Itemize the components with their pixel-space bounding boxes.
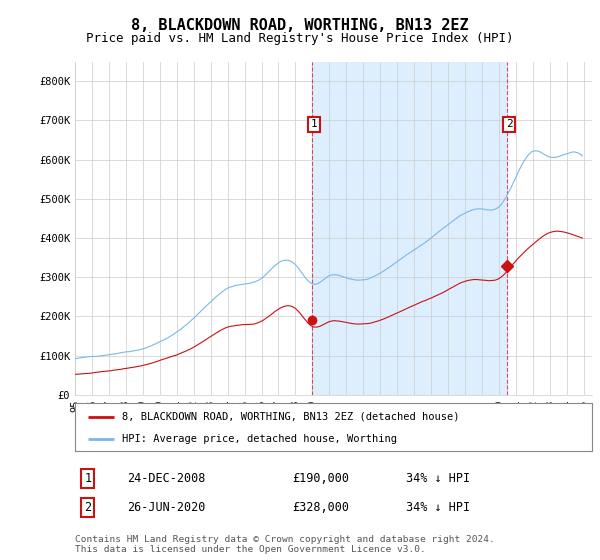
Text: £328,000: £328,000 — [292, 501, 349, 514]
Text: 26-JUN-2020: 26-JUN-2020 — [127, 501, 205, 514]
Text: 24-DEC-2008: 24-DEC-2008 — [127, 472, 205, 484]
Text: 8, BLACKDOWN ROAD, WORTHING, BN13 2EZ: 8, BLACKDOWN ROAD, WORTHING, BN13 2EZ — [131, 18, 469, 33]
Text: £190,000: £190,000 — [292, 472, 349, 484]
Bar — [312, 62, 508, 395]
Text: HPI: Average price, detached house, Worthing: HPI: Average price, detached house, Wort… — [122, 434, 397, 444]
Text: 34% ↓ HPI: 34% ↓ HPI — [406, 501, 470, 514]
Text: 2: 2 — [506, 119, 512, 129]
Text: 8, BLACKDOWN ROAD, WORTHING, BN13 2EZ (detached house): 8, BLACKDOWN ROAD, WORTHING, BN13 2EZ (d… — [122, 412, 459, 422]
Text: Price paid vs. HM Land Registry's House Price Index (HPI): Price paid vs. HM Land Registry's House … — [86, 32, 514, 45]
Text: 1: 1 — [85, 472, 91, 484]
Text: Contains HM Land Registry data © Crown copyright and database right 2024.
This d: Contains HM Land Registry data © Crown c… — [75, 535, 495, 554]
Text: 2: 2 — [85, 501, 91, 514]
Text: 1: 1 — [311, 119, 317, 129]
Text: 34% ↓ HPI: 34% ↓ HPI — [406, 472, 470, 484]
